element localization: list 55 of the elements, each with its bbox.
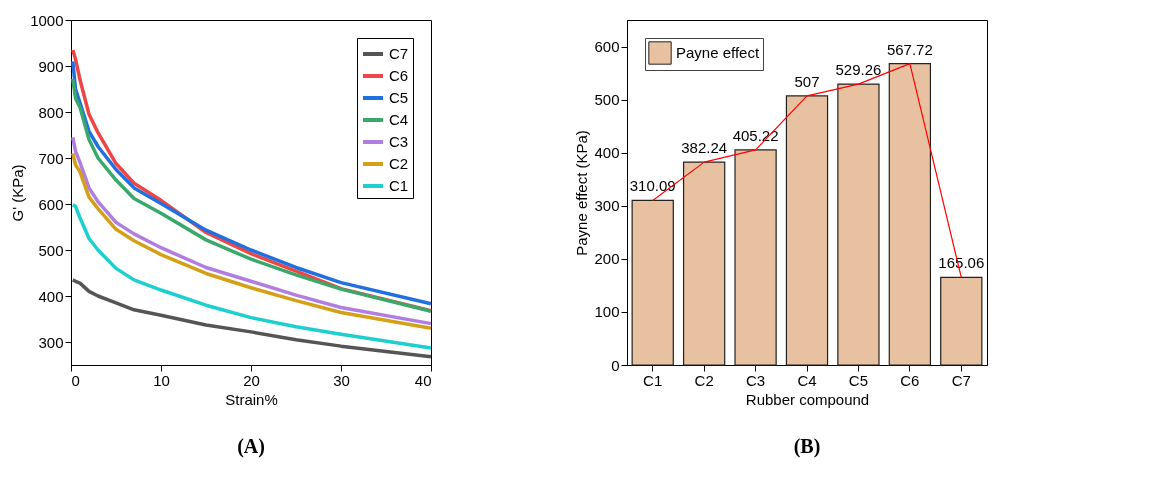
x-tick-label: C2: [694, 371, 714, 389]
legend-label: C6: [389, 67, 409, 84]
y-tick-label: 100: [594, 303, 620, 321]
line-series: [71, 203, 433, 350]
x-tick-label: 40: [414, 371, 432, 389]
y-tick-label: 500: [594, 91, 620, 109]
bar: [682, 161, 726, 366]
legend-label: C3: [389, 133, 409, 150]
y-tick-label: 500: [38, 241, 64, 259]
x-tick-label: 30: [333, 371, 350, 389]
y-tick-label: 200: [594, 250, 620, 268]
y-tick-label: 1000: [30, 11, 64, 29]
y-tick-label: 700: [38, 149, 64, 167]
y-tick-label: 300: [594, 197, 620, 215]
legend-label: C4: [389, 111, 409, 128]
x-tick-label: 0: [71, 371, 80, 389]
x-tick-label: 10: [153, 371, 170, 389]
y-axis-title: G' (KPa): [9, 164, 27, 222]
data-label: 529.26: [835, 61, 882, 79]
data-label: 310.09: [629, 177, 676, 195]
text: (A): [237, 435, 265, 458]
bar: [940, 276, 983, 366]
legend-label: C5: [389, 89, 409, 106]
bar: [888, 63, 932, 366]
x-axis-title: Rubber compound: [745, 390, 870, 408]
y-tick-label: 0: [611, 356, 620, 374]
y-tick-label: 400: [594, 144, 620, 162]
line-series: [71, 278, 433, 359]
legend-label: Payne effect: [676, 44, 760, 61]
x-tick-label: 20: [243, 371, 260, 389]
y-tick-label: 300: [38, 333, 64, 351]
y-tick-label: 600: [594, 38, 620, 56]
data-label: 382.24: [681, 139, 728, 157]
x-axis-title: Strain%: [225, 390, 278, 408]
bar: [734, 149, 777, 366]
bar: [785, 95, 829, 366]
data-label: 507: [794, 72, 820, 90]
x-tick-label: C5: [848, 371, 869, 389]
x-tick-label: C6: [900, 371, 920, 389]
y-tick-label: 900: [38, 57, 64, 75]
y-axis-title: Payne effect (KPa): [573, 130, 591, 256]
legend-label: C1: [389, 177, 409, 194]
y-tick-label: 800: [38, 103, 64, 121]
y-tick-label: 600: [38, 195, 64, 213]
x-tick-label: C1: [643, 371, 663, 389]
x-tick-label: C7: [951, 371, 971, 389]
data-label: 567.72: [886, 40, 933, 58]
x-tick-label: C4: [797, 371, 817, 389]
bar: [837, 83, 880, 366]
legend-label: C2: [389, 155, 409, 172]
text: (B): [793, 435, 821, 458]
bar: [631, 199, 674, 366]
y-tick-label: 400: [38, 287, 64, 305]
legend-label: C7: [389, 45, 409, 62]
x-tick-label: C3: [745, 371, 766, 389]
